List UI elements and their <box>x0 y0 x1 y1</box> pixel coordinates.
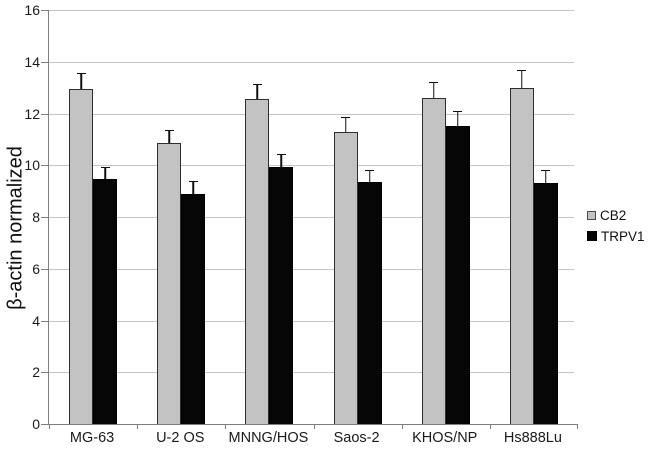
error-bar <box>252 84 262 100</box>
y-tick-mark <box>41 10 48 11</box>
gridline <box>49 113 574 115</box>
y-tick-mark <box>41 61 48 63</box>
y-tick-mark <box>41 372 48 374</box>
y-tick-mark <box>41 217 48 218</box>
bar-trpv1-u-2-os <box>181 193 206 424</box>
bar-trpv1-hs888lu <box>533 183 558 424</box>
bar-trpv1-saos-2 <box>357 182 382 424</box>
error-bar-line <box>545 170 547 184</box>
error-bar-line <box>433 82 435 98</box>
legend-label: TRPV1 <box>601 228 645 244</box>
x-tick-mark <box>137 424 139 429</box>
y-tick-mark <box>41 113 48 115</box>
bar-trpv1-mnng-hos <box>269 166 294 424</box>
x-tick-label: U-2 OS <box>156 430 205 446</box>
error-bar <box>76 72 86 89</box>
y-tick-mark <box>41 320 48 322</box>
error-bar <box>100 167 110 180</box>
legend-entry-trpv1: TRPV1 <box>587 226 645 246</box>
gridline <box>49 320 574 322</box>
x-tick-label: Hs888Lu <box>503 430 562 446</box>
x-tick-mark <box>313 424 315 429</box>
error-bar-line <box>457 112 459 127</box>
legend-swatch-cb2 <box>587 210 596 220</box>
y-tick-label: 16 <box>24 2 40 18</box>
x-tick-mark <box>225 424 227 429</box>
y-tick-label: 0 <box>32 416 40 432</box>
x-tick-mark <box>401 424 403 429</box>
error-bar <box>341 116 351 132</box>
y-tick-label: 2 <box>32 364 40 381</box>
gridline <box>49 372 574 374</box>
legend-swatch-trpv1 <box>587 231 597 241</box>
error-bar-line <box>280 155 283 167</box>
error-bar <box>276 154 286 167</box>
legend: CB2 TRPV1 <box>587 205 645 246</box>
gridline <box>49 217 574 218</box>
x-tick-label: Saos-2 <box>333 430 380 446</box>
y-tick-label: 12 <box>24 105 40 122</box>
bar-cb2-hs888lu <box>509 87 534 424</box>
y-tick-label: 6 <box>32 260 40 277</box>
x-tick-mark <box>577 424 578 429</box>
x-tick-mark <box>489 424 491 429</box>
gridline <box>49 10 574 11</box>
error-bar-line <box>168 130 170 144</box>
plot-area <box>48 10 578 429</box>
error-bar <box>517 70 527 88</box>
error-bar <box>188 181 198 194</box>
error-bar-line <box>521 71 523 88</box>
bar-cb2-khos-np <box>421 97 446 424</box>
x-tick-label: MNNG/HOS <box>228 430 309 446</box>
error-bar-line <box>256 85 259 100</box>
error-bar-line <box>104 168 106 180</box>
y-tick-label: 8 <box>32 209 40 225</box>
error-bar <box>453 111 463 127</box>
x-tick-label: KHOS/NP <box>412 430 478 446</box>
gridline <box>49 61 574 63</box>
bar-trpv1-khos-np <box>445 126 470 424</box>
error-bar-line <box>192 182 194 194</box>
y-tick-label: 14 <box>24 53 40 70</box>
bar-cb2-mg-63 <box>69 88 94 424</box>
error-bar <box>429 81 439 98</box>
x-tick-mark <box>49 424 50 429</box>
error-bar <box>164 129 174 144</box>
error-bar <box>365 169 375 183</box>
bar-cb2-mnng-hos <box>245 99 270 424</box>
y-tick-mark <box>41 268 48 270</box>
y-tick-label: 4 <box>32 312 40 329</box>
gridline <box>49 268 574 270</box>
bar-trpv1-mg-63 <box>93 179 118 424</box>
y-tick-label: 10 <box>24 157 40 174</box>
legend-entry-cb2: CB2 <box>587 205 645 225</box>
y-tick-mark <box>41 165 48 167</box>
y-tick-mark <box>41 424 48 425</box>
gridline <box>49 165 574 167</box>
legend-label: CB2 <box>600 207 627 223</box>
error-bar-line <box>344 117 347 132</box>
bar-cb2-u-2-os <box>157 143 182 424</box>
x-tick-label: MG-63 <box>69 430 115 446</box>
error-bar <box>541 169 551 184</box>
bar-cb2-saos-2 <box>333 131 358 424</box>
error-bar-line <box>368 170 371 183</box>
error-bar-line <box>80 73 82 89</box>
